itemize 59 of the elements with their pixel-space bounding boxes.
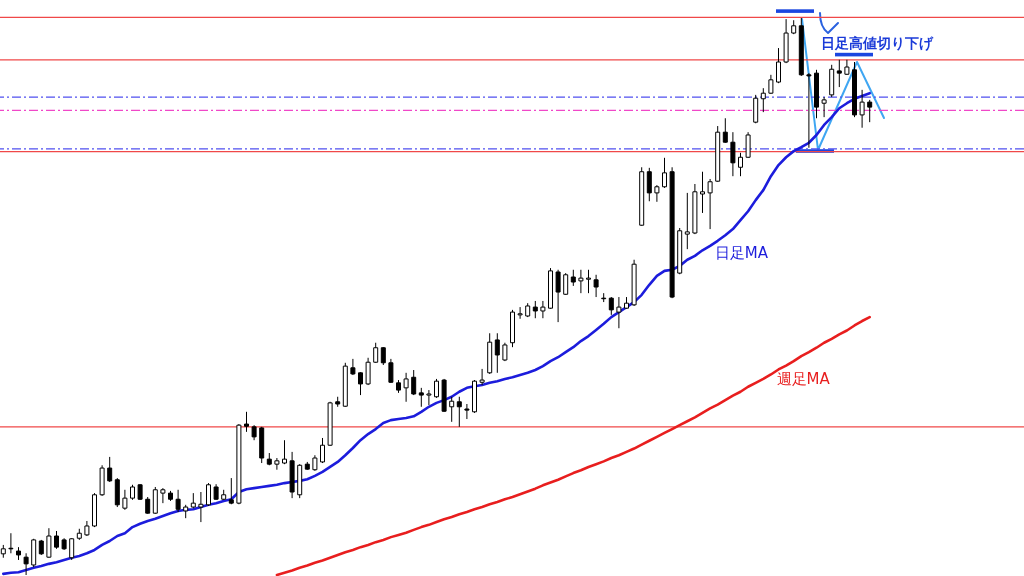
candlestick xyxy=(320,437,325,464)
series-label: 日足MA xyxy=(714,243,769,262)
candlestick xyxy=(274,457,280,471)
candlestick xyxy=(418,387,424,408)
candlestick xyxy=(403,372,409,403)
candlestick xyxy=(350,358,356,376)
candlestick xyxy=(776,47,781,84)
candlestick xyxy=(646,167,652,202)
candlestick xyxy=(821,96,827,118)
candlestick xyxy=(365,357,371,386)
candlestick xyxy=(517,306,523,320)
candlestick xyxy=(206,482,211,507)
candlestick xyxy=(707,178,713,230)
candlestick xyxy=(434,378,439,399)
candlestick xyxy=(244,411,249,433)
candlestick xyxy=(593,274,599,298)
candlestick xyxy=(540,300,546,319)
candlestick xyxy=(494,332,500,374)
candlestick xyxy=(616,296,622,329)
candlestick xyxy=(806,72,812,149)
candlestick xyxy=(722,117,728,144)
candlestick xyxy=(563,272,569,296)
candlestick xyxy=(175,489,181,513)
candlestick xyxy=(107,456,113,483)
candlestick xyxy=(228,477,234,505)
candlestick xyxy=(578,269,584,294)
candlestick xyxy=(198,491,204,523)
candlestick xyxy=(654,184,660,203)
candlestick xyxy=(836,59,842,88)
candlestick xyxy=(738,152,743,177)
candlestick xyxy=(555,269,561,323)
candlestick xyxy=(768,74,774,95)
candlestick xyxy=(684,192,690,250)
candlestick xyxy=(662,157,667,189)
candlestick xyxy=(730,131,736,177)
candlestick xyxy=(456,396,462,428)
candlestick xyxy=(464,403,470,420)
candlestick xyxy=(867,99,873,123)
candlestick xyxy=(46,527,52,559)
candlestick xyxy=(160,487,166,504)
candlestick xyxy=(449,396,455,423)
candlestick xyxy=(23,552,29,576)
candlestick xyxy=(426,389,432,406)
candlestick xyxy=(859,89,865,129)
candlestick xyxy=(122,489,128,511)
candlestick xyxy=(358,371,363,396)
candlestick xyxy=(373,342,379,364)
candlestick xyxy=(152,486,158,515)
candlestick xyxy=(388,358,394,384)
candlestick xyxy=(69,537,75,561)
candlestick xyxy=(479,368,485,386)
candlestick xyxy=(700,171,705,214)
candlestick xyxy=(411,369,417,396)
candlestick xyxy=(745,131,751,159)
series-label: 週足MA xyxy=(776,370,831,389)
annotation: 日足高値切り下げ xyxy=(821,35,934,51)
candlestick xyxy=(753,94,759,124)
candlestick xyxy=(760,87,766,113)
candlestick xyxy=(586,269,591,294)
